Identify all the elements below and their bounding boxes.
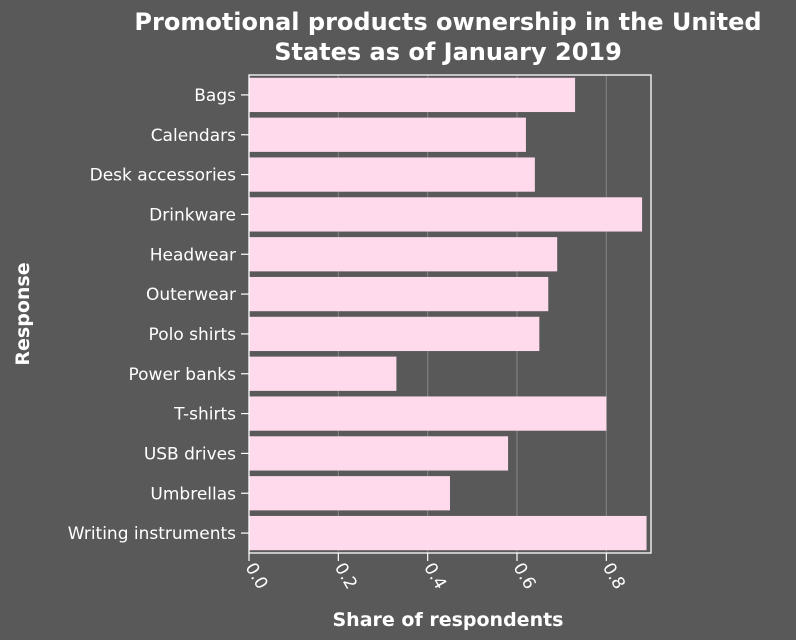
- y-tick-label: USB drives: [144, 444, 236, 464]
- bar-writing-instruments: [249, 515, 647, 551]
- bar-power-banks: [249, 356, 397, 391]
- chart-title-line-2: States as of January 2019: [274, 38, 622, 66]
- x-tick-label: 0.6: [509, 560, 540, 593]
- y-tick-label: Drinkware: [149, 205, 236, 225]
- bar-drinkware: [249, 197, 643, 232]
- bar-umbrellas: [249, 476, 450, 511]
- y-tick-label: Umbrellas: [150, 484, 236, 504]
- y-tick-label: Writing instruments: [68, 524, 236, 544]
- y-tick-label: Power banks: [129, 365, 237, 385]
- y-tick-label: Outerwear: [146, 285, 236, 305]
- x-axis-title: Share of respondents: [333, 609, 564, 631]
- y-axis-title: Response: [12, 262, 34, 365]
- x-tick-label: 0.4: [419, 560, 450, 593]
- x-tick-label: 0.8: [598, 560, 629, 593]
- y-tick-label: Polo shirts: [149, 325, 237, 345]
- y-tick-label: Bags: [194, 86, 236, 106]
- chart-title-line-1: Promotional products ownership in the Un…: [134, 8, 761, 36]
- y-tick-label: Calendars: [151, 126, 236, 146]
- x-axis-ticks: 0.0 0.2 0.4 0.6 0.8: [241, 553, 629, 593]
- bar-bags: [249, 77, 576, 113]
- y-tick-label: Headwear: [150, 245, 236, 265]
- bar-headwear: [249, 237, 558, 272]
- y-tick-label: T-shirts: [173, 405, 236, 425]
- bar-calendars: [249, 117, 526, 152]
- grid-lines: [337, 75, 607, 553]
- x-tick-label: 0.0: [241, 560, 272, 593]
- x-tick-label: 0.2: [330, 560, 361, 593]
- bar-usb-drives: [249, 436, 509, 471]
- axes: [248, 74, 652, 554]
- y-axis-ticks: Bags Calendars Desk accessories Drinkware He…: [68, 86, 249, 544]
- bar-polo-shirts: [249, 316, 540, 352]
- bar-outerwear: [249, 276, 549, 312]
- bar-t-shirts: [249, 396, 607, 431]
- y-tick-label: Desk accessories: [90, 166, 237, 186]
- bars: [249, 77, 647, 551]
- plot-frame: [248, 74, 652, 554]
- bar-desk-accessories: [249, 157, 535, 192]
